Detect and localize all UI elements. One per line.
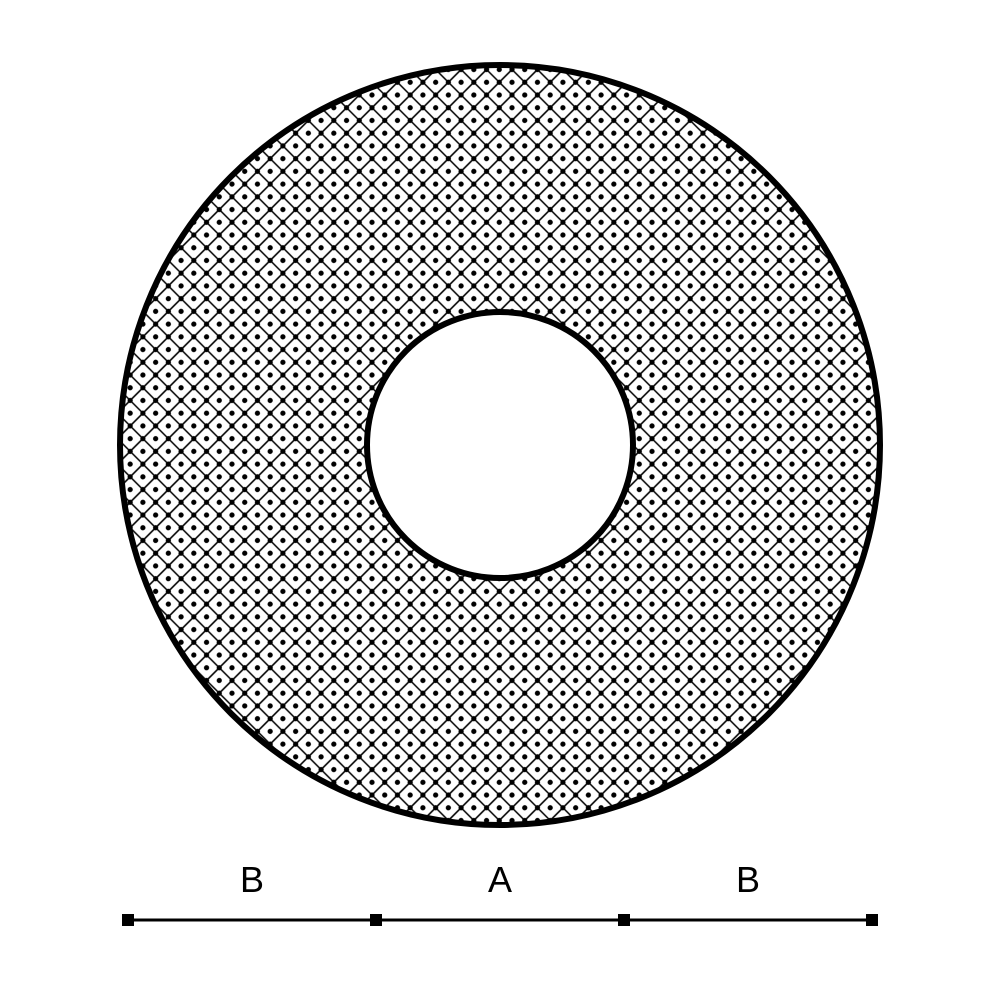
dimension-tick [618,914,630,926]
dimension-label-b-2: B [736,859,760,901]
diagram-svg [0,0,1000,1000]
dimension-tick [122,914,134,926]
annulus-hatched-region [0,0,1000,1000]
dimension-tick [370,914,382,926]
diagram-canvas: BAB [0,0,1000,1000]
dimension-tick [866,914,878,926]
dimension-label-b-0: B [240,859,264,901]
dimension-label-a-1: A [488,859,512,901]
